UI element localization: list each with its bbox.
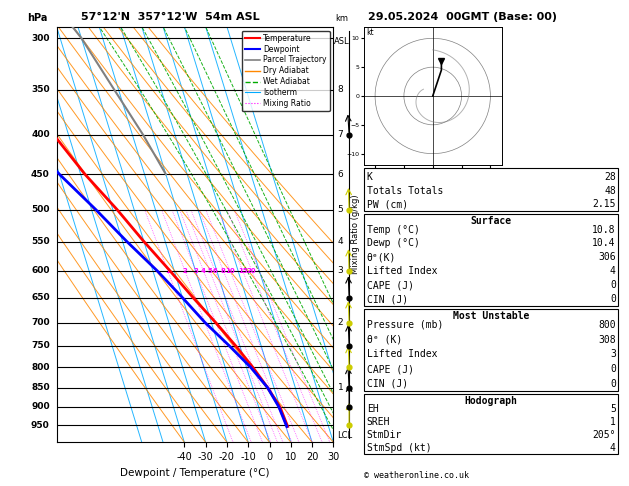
Text: 0: 0	[610, 280, 616, 290]
Text: kt: kt	[367, 29, 374, 37]
Text: Most Unstable: Most Unstable	[453, 311, 529, 321]
Text: Lifted Index: Lifted Index	[367, 349, 437, 359]
Text: 8: 8	[338, 86, 343, 94]
Text: StmSpd (kt): StmSpd (kt)	[367, 443, 431, 453]
Text: 800: 800	[31, 363, 50, 372]
Text: 500: 500	[31, 205, 50, 214]
Text: 10: 10	[225, 268, 235, 274]
Text: 5: 5	[338, 205, 343, 214]
Text: 29.05.2024  00GMT (Base: 00): 29.05.2024 00GMT (Base: 00)	[368, 12, 557, 22]
Text: CAPE (J): CAPE (J)	[367, 280, 414, 290]
Text: Mixing Ratio (g/kg): Mixing Ratio (g/kg)	[351, 195, 360, 274]
Text: Hodograph: Hodograph	[464, 396, 518, 406]
Text: 57°12'N  357°12'W  54m ASL: 57°12'N 357°12'W 54m ASL	[81, 12, 259, 22]
Text: 4: 4	[610, 266, 616, 277]
Text: θᵉ (K): θᵉ (K)	[367, 334, 402, 345]
Text: 306: 306	[598, 252, 616, 262]
Text: © weatheronline.co.uk: © weatheronline.co.uk	[364, 471, 469, 480]
Text: hPa: hPa	[27, 13, 47, 22]
Text: StmDir: StmDir	[367, 430, 402, 440]
Text: 2.15: 2.15	[593, 199, 616, 209]
Text: Temp (°C): Temp (°C)	[367, 225, 420, 235]
Text: 4: 4	[201, 268, 206, 274]
Text: 750: 750	[31, 341, 50, 350]
Text: 0: 0	[610, 294, 616, 304]
Text: CAPE (J): CAPE (J)	[367, 364, 414, 374]
Text: 900: 900	[31, 402, 50, 411]
Text: 650: 650	[31, 293, 50, 302]
Text: 6: 6	[338, 170, 343, 179]
Text: 1: 1	[165, 268, 170, 274]
Text: 850: 850	[31, 383, 50, 392]
Text: 400: 400	[31, 130, 50, 139]
Text: Pressure (mb): Pressure (mb)	[367, 320, 443, 330]
Text: Surface: Surface	[470, 216, 511, 226]
Legend: Temperature, Dewpoint, Parcel Trajectory, Dry Adiabat, Wet Adiabat, Isotherm, Mi: Temperature, Dewpoint, Parcel Trajectory…	[242, 31, 330, 111]
Text: 450: 450	[31, 170, 50, 179]
Text: LCL: LCL	[338, 431, 353, 440]
Text: 3: 3	[610, 349, 616, 359]
Text: 3: 3	[193, 268, 198, 274]
Text: 300: 300	[31, 34, 50, 43]
Text: 800: 800	[598, 320, 616, 330]
Text: 700: 700	[31, 318, 50, 327]
Text: PW (cm): PW (cm)	[367, 199, 408, 209]
Text: Dewp (°C): Dewp (°C)	[367, 239, 420, 248]
Text: 5: 5	[208, 268, 212, 274]
Text: 1: 1	[610, 417, 616, 427]
Text: 350: 350	[31, 86, 50, 94]
Text: 2: 2	[182, 268, 187, 274]
Text: 4: 4	[338, 237, 343, 246]
X-axis label: Dewpoint / Temperature (°C): Dewpoint / Temperature (°C)	[120, 468, 270, 478]
Text: 7: 7	[338, 130, 343, 139]
Text: 308: 308	[598, 334, 616, 345]
Text: 2: 2	[338, 318, 343, 327]
Text: 1: 1	[338, 383, 343, 392]
Text: 48: 48	[604, 186, 616, 195]
Text: 205°: 205°	[593, 430, 616, 440]
Text: Totals Totals: Totals Totals	[367, 186, 443, 195]
Text: 0: 0	[610, 379, 616, 389]
Text: km: km	[335, 14, 348, 22]
Text: ASL: ASL	[334, 37, 350, 46]
Text: CIN (J): CIN (J)	[367, 379, 408, 389]
Text: 4: 4	[610, 443, 616, 453]
Text: 600: 600	[31, 266, 50, 275]
Text: θᵉ(K): θᵉ(K)	[367, 252, 396, 262]
Text: Lifted Index: Lifted Index	[367, 266, 437, 277]
Text: 20: 20	[247, 268, 257, 274]
Text: K: K	[367, 172, 372, 182]
Text: 0: 0	[610, 364, 616, 374]
Text: EH: EH	[367, 404, 379, 414]
Text: 8: 8	[221, 268, 226, 274]
Text: 6: 6	[213, 268, 217, 274]
Text: 950: 950	[31, 420, 50, 430]
Text: 10.8: 10.8	[593, 225, 616, 235]
Text: SREH: SREH	[367, 417, 390, 427]
Text: 28: 28	[604, 172, 616, 182]
Text: 5: 5	[610, 404, 616, 414]
Text: 550: 550	[31, 237, 50, 246]
Text: 15: 15	[238, 268, 247, 274]
Text: 10.4: 10.4	[593, 239, 616, 248]
Text: CIN (J): CIN (J)	[367, 294, 408, 304]
Text: 3: 3	[338, 266, 343, 275]
